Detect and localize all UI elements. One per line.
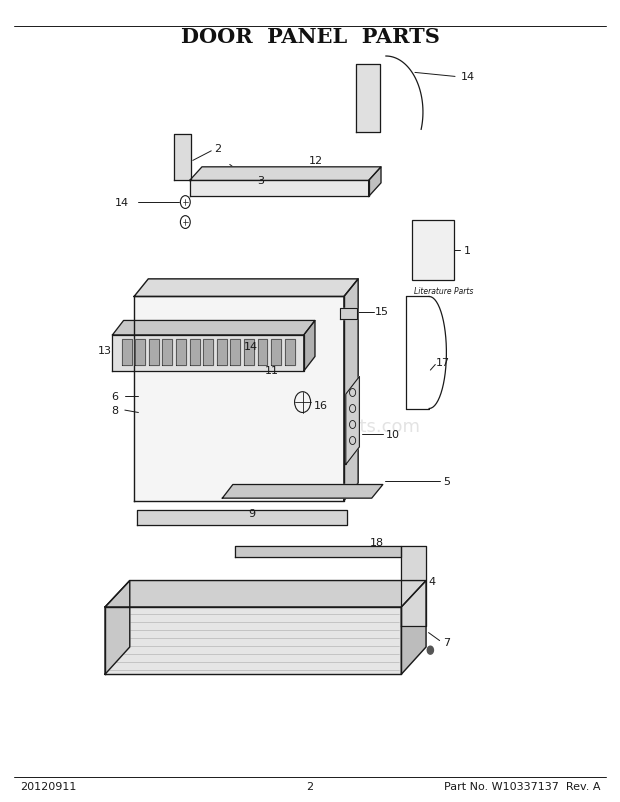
Text: 1: 1 bbox=[464, 245, 471, 256]
Polygon shape bbox=[235, 546, 401, 557]
Text: 2: 2 bbox=[214, 144, 221, 154]
Polygon shape bbox=[223, 485, 383, 499]
Polygon shape bbox=[149, 339, 159, 366]
Polygon shape bbox=[176, 339, 186, 366]
Text: 10: 10 bbox=[386, 430, 401, 439]
Polygon shape bbox=[137, 511, 347, 525]
Text: 12: 12 bbox=[309, 156, 323, 166]
Polygon shape bbox=[112, 321, 315, 335]
Polygon shape bbox=[304, 321, 315, 371]
Polygon shape bbox=[369, 168, 381, 197]
Text: 15: 15 bbox=[375, 306, 389, 317]
Polygon shape bbox=[190, 168, 381, 181]
Polygon shape bbox=[203, 339, 213, 366]
Text: 14: 14 bbox=[244, 342, 259, 351]
Text: 8: 8 bbox=[111, 406, 118, 415]
Text: 18: 18 bbox=[370, 537, 384, 548]
Text: 6: 6 bbox=[111, 392, 118, 402]
Text: 16: 16 bbox=[314, 400, 328, 410]
Polygon shape bbox=[231, 339, 241, 366]
Text: 2: 2 bbox=[306, 781, 314, 792]
Polygon shape bbox=[112, 335, 304, 371]
Text: 4: 4 bbox=[428, 576, 436, 585]
Polygon shape bbox=[244, 339, 254, 366]
Polygon shape bbox=[134, 280, 358, 297]
Text: 17: 17 bbox=[436, 358, 449, 367]
Polygon shape bbox=[190, 181, 369, 197]
Text: 7: 7 bbox=[443, 638, 451, 647]
Text: 20120911: 20120911 bbox=[20, 781, 76, 792]
Polygon shape bbox=[190, 339, 200, 366]
Text: 9: 9 bbox=[248, 508, 255, 518]
Text: Literature Parts: Literature Parts bbox=[414, 286, 473, 295]
Text: Part No. W10337137  Rev. A: Part No. W10337137 Rev. A bbox=[443, 781, 600, 792]
Polygon shape bbox=[105, 607, 401, 674]
Polygon shape bbox=[257, 339, 267, 366]
Text: 11: 11 bbox=[265, 366, 279, 375]
Polygon shape bbox=[401, 546, 426, 626]
Polygon shape bbox=[271, 339, 281, 366]
Polygon shape bbox=[344, 280, 358, 501]
Polygon shape bbox=[174, 135, 192, 181]
Polygon shape bbox=[340, 308, 357, 319]
Polygon shape bbox=[285, 339, 294, 366]
Polygon shape bbox=[105, 581, 426, 607]
Polygon shape bbox=[122, 339, 131, 366]
Text: 3: 3 bbox=[257, 176, 264, 186]
Polygon shape bbox=[134, 297, 344, 501]
Text: eReplacementParts.com: eReplacementParts.com bbox=[200, 418, 420, 435]
Text: 13: 13 bbox=[98, 346, 112, 355]
Polygon shape bbox=[162, 339, 172, 366]
Bar bbox=[412, 221, 454, 282]
Text: 14: 14 bbox=[115, 198, 129, 208]
Polygon shape bbox=[105, 581, 130, 674]
Polygon shape bbox=[217, 339, 227, 366]
Polygon shape bbox=[401, 581, 426, 674]
Polygon shape bbox=[346, 377, 360, 465]
Text: 5: 5 bbox=[443, 476, 451, 486]
Text: DOOR  PANEL  PARTS: DOOR PANEL PARTS bbox=[180, 27, 440, 47]
Polygon shape bbox=[356, 65, 379, 133]
Circle shape bbox=[427, 646, 433, 654]
Polygon shape bbox=[135, 339, 145, 366]
Text: 14: 14 bbox=[460, 72, 474, 83]
